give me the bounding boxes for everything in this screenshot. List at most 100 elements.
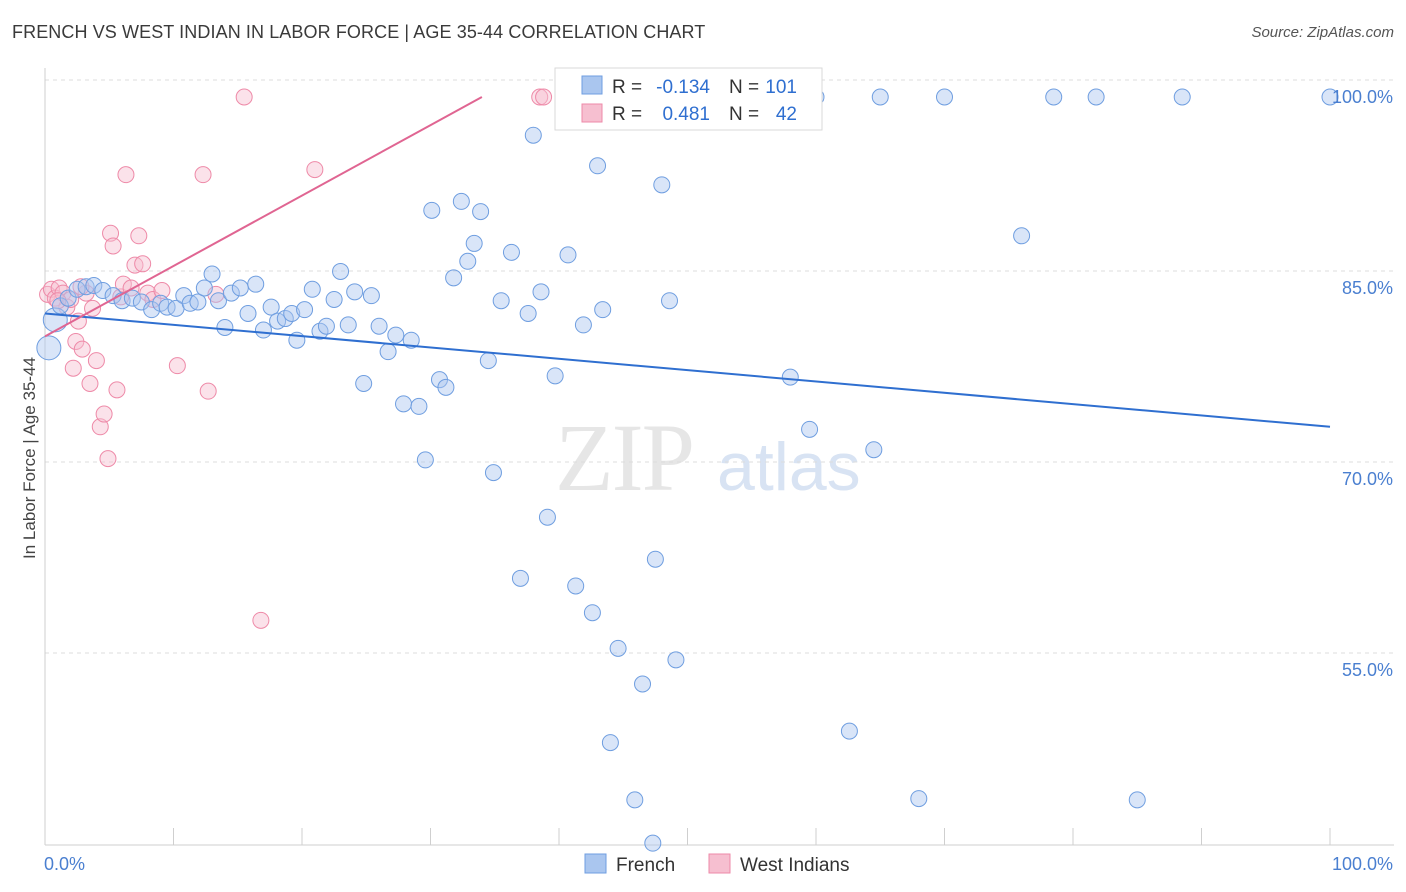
french-n-label: N = xyxy=(729,77,759,98)
french-point xyxy=(479,352,497,370)
french-point xyxy=(589,157,607,175)
french-point xyxy=(189,293,207,311)
french-point xyxy=(1045,88,1063,106)
stats-legend: R = -0.134 N = 101 R = 0.481 N = 42 xyxy=(554,67,823,131)
french-point xyxy=(346,283,364,301)
west-indians-point xyxy=(108,381,126,399)
chart-title: FRENCH VS WEST INDIAN IN LABOR FORCE | A… xyxy=(12,22,706,42)
french-point xyxy=(646,550,664,568)
french-point xyxy=(583,604,601,622)
west-indians-point xyxy=(235,88,253,106)
french-point xyxy=(653,176,671,194)
west-indians-point xyxy=(81,375,99,392)
west-indians-point xyxy=(252,611,270,629)
west-indians-point xyxy=(114,275,132,293)
west-indians-point xyxy=(531,88,549,106)
french-point xyxy=(492,292,510,310)
west-indians-point xyxy=(130,227,148,245)
west-indians-point xyxy=(194,166,212,184)
french-point xyxy=(339,316,357,334)
french-point xyxy=(370,317,388,335)
french-point xyxy=(559,246,577,264)
french-r-label: R = xyxy=(612,77,642,98)
y-axis-label: In Labor Force | Age 35-44 xyxy=(20,357,39,559)
french-point xyxy=(239,304,257,322)
french-point xyxy=(644,834,662,852)
french-point xyxy=(94,282,112,300)
watermark-atlas: atlas xyxy=(717,429,861,505)
french-r-value: -0.134 xyxy=(656,77,710,98)
french-point xyxy=(634,675,652,693)
french-point xyxy=(402,331,420,349)
french-point xyxy=(410,397,428,415)
french-point xyxy=(532,283,550,301)
west-indians-point xyxy=(153,282,171,300)
french-point xyxy=(524,126,542,144)
french-trend-line xyxy=(44,312,1331,428)
french-point xyxy=(85,276,103,294)
french-point xyxy=(1013,227,1031,245)
west-indians-point xyxy=(168,357,186,375)
west-indians-points xyxy=(39,88,553,629)
french-point xyxy=(781,368,799,386)
legend-west-indians-label: West Indians xyxy=(740,855,849,876)
west-indians-point xyxy=(91,418,109,436)
french-point xyxy=(59,289,77,307)
french-point xyxy=(452,192,470,210)
french-point xyxy=(538,508,556,526)
french-point xyxy=(1128,791,1146,809)
french-point xyxy=(416,451,434,469)
french-point xyxy=(317,317,335,335)
axes xyxy=(44,68,1394,846)
french-point xyxy=(910,790,928,808)
french-point xyxy=(936,88,953,106)
french-point xyxy=(459,252,477,270)
trend-lines xyxy=(44,96,1331,428)
french-point xyxy=(355,375,373,392)
tick-labels: 100.0% 85.0% 70.0% 55.0% 0.0% 100.0% xyxy=(44,87,1393,874)
french-point xyxy=(158,298,176,316)
west-indians-point xyxy=(199,382,217,400)
french-point xyxy=(437,378,455,396)
west-indians-n-value: 42 xyxy=(776,104,797,125)
french-point xyxy=(216,318,234,336)
y-tick-label: 100.0% xyxy=(1332,87,1393,107)
french-point xyxy=(484,464,502,482)
french-point xyxy=(601,734,619,752)
french-point xyxy=(465,234,483,252)
french-point xyxy=(594,301,612,319)
west-indians-point xyxy=(49,292,67,310)
legend-french-label: French xyxy=(616,855,675,876)
french-point xyxy=(231,279,249,297)
french-point xyxy=(502,243,520,261)
french-point xyxy=(332,262,350,280)
french-point xyxy=(254,321,272,339)
french-point xyxy=(303,280,321,298)
french-point xyxy=(1173,88,1191,106)
watermark-zip: ZIP xyxy=(555,404,693,511)
west-indians-swatch xyxy=(581,103,603,123)
west-indians-point xyxy=(87,352,105,370)
legend-french-swatch xyxy=(584,853,607,874)
french-point xyxy=(387,326,405,344)
y-tick-label: 70.0% xyxy=(1342,469,1393,489)
french-point xyxy=(801,420,819,438)
french-point xyxy=(609,639,627,657)
french-point xyxy=(247,275,265,293)
french-point xyxy=(667,651,685,669)
west-indians-point xyxy=(306,161,324,179)
french-point xyxy=(296,301,314,319)
french-point xyxy=(222,284,240,302)
french-point xyxy=(1321,88,1339,106)
french-swatch xyxy=(581,75,603,95)
french-point xyxy=(546,367,564,385)
french-point xyxy=(283,304,301,322)
french-point xyxy=(626,791,644,809)
west-indians-trend-line xyxy=(44,96,483,338)
french-point xyxy=(567,577,585,595)
west-indians-n-label: N = xyxy=(729,104,759,125)
x-tick-label: 0.0% xyxy=(44,854,85,874)
french-point xyxy=(511,569,529,587)
west-indians-point xyxy=(117,166,135,184)
